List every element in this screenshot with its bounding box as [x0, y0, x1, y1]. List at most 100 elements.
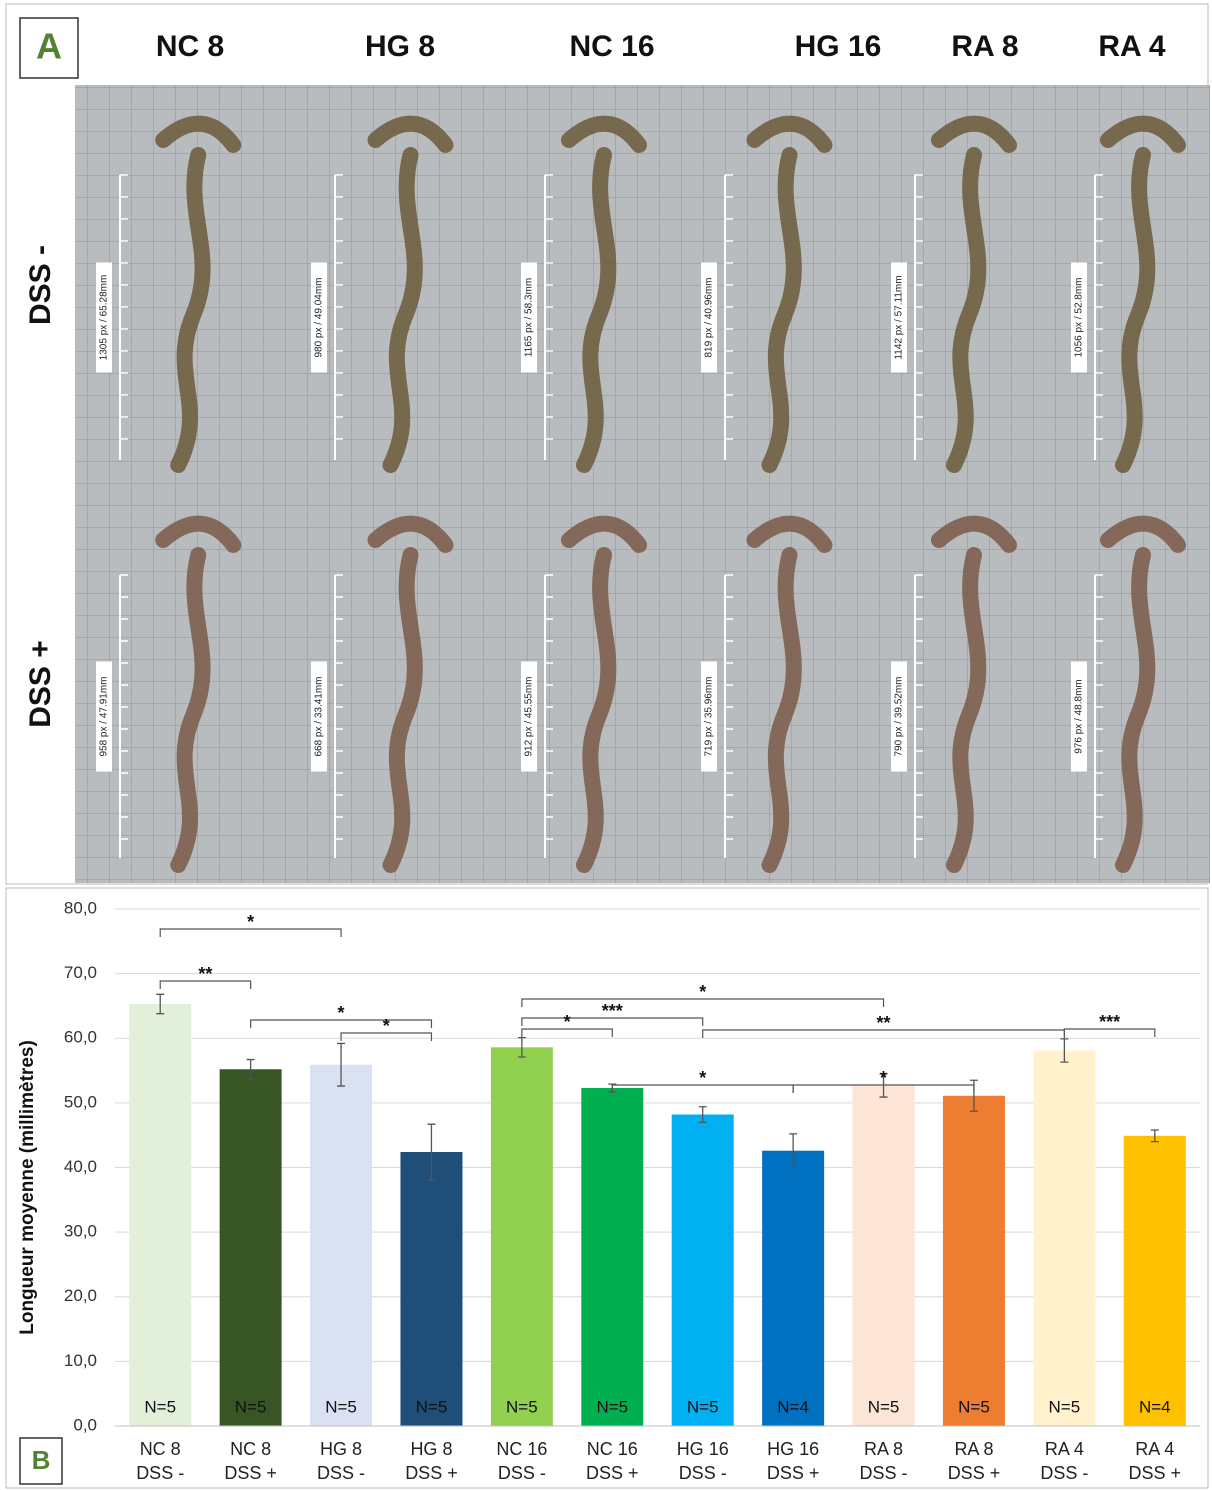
panel-label: A [36, 26, 62, 67]
specimen [746, 515, 833, 873]
significance-bracket [340, 1032, 433, 1041]
scale-label: 1056 px / 52.8mm [1074, 277, 1085, 357]
y-tick-label: 20,0 [64, 1286, 97, 1305]
y-tick-label: 60,0 [64, 1028, 97, 1047]
bar [581, 1088, 644, 1426]
bar [1123, 1135, 1186, 1426]
error-bar [1150, 1129, 1159, 1143]
significance-label: * [699, 982, 706, 1002]
panel-label: B [32, 1445, 51, 1475]
y-tick-label: 30,0 [64, 1222, 97, 1241]
scale-label-bg [701, 661, 717, 772]
x-tick-label: HG 16 [767, 1439, 819, 1459]
x-tick-label: DSS - [860, 1463, 908, 1483]
bar [490, 1047, 553, 1426]
bar [942, 1095, 1005, 1426]
panel-label-box [19, 1437, 63, 1485]
specimen [155, 515, 242, 873]
error-bar [337, 1042, 346, 1087]
bar [671, 1114, 734, 1426]
x-tick-label: RA 4 [1045, 1439, 1084, 1459]
n-label: N=5 [416, 1397, 448, 1416]
scale-label: 668 px / 33.41mm [314, 676, 325, 756]
y-tick-label: 40,0 [64, 1157, 97, 1176]
photos: NC 8 HG 8 NC 16 HG 16 RA 8 RA 4 DSS - 1305 px /… [24, 30, 1210, 883]
x-tick-label: DSS - [136, 1463, 184, 1483]
bar [219, 1069, 282, 1426]
specimen [367, 515, 454, 873]
row-header: DSS + [24, 640, 57, 728]
scale-label-bg [96, 661, 112, 772]
x-tick-label: DSS + [224, 1463, 277, 1483]
specimen [367, 115, 454, 473]
column-header: RA 8 [951, 30, 1018, 63]
x-tick-label: DSS + [948, 1463, 1001, 1483]
scale-label: 958 px / 47.91mm [99, 676, 110, 756]
significance-bracket [521, 998, 885, 1007]
n-label: N=5 [144, 1397, 176, 1416]
significance-bracket [521, 1028, 613, 1037]
column-header: RA 4 [1098, 30, 1166, 63]
specimen [155, 115, 242, 473]
error-bar [517, 1036, 526, 1058]
error-bar [427, 1123, 436, 1181]
bar [310, 1064, 373, 1426]
significance-label: ** [877, 1013, 891, 1033]
n-label: N=5 [687, 1397, 719, 1416]
x-tick-label: DSS - [317, 1463, 365, 1483]
scale-label-bg [891, 262, 907, 373]
specimen [561, 515, 647, 873]
bar [1033, 1050, 1096, 1426]
panel-label-box [19, 17, 79, 79]
error-bar [698, 1106, 707, 1123]
x-tick-label: DSS + [586, 1463, 639, 1483]
n-label: N=5 [506, 1397, 538, 1416]
significance-label: *** [1099, 1012, 1120, 1032]
y-tick-label: 70,0 [64, 963, 97, 982]
scale-label-bg [1071, 661, 1087, 772]
bar [400, 1151, 463, 1426]
n-label: N=5 [235, 1397, 267, 1416]
error-bar [156, 993, 165, 1015]
scale-label-bg [521, 661, 537, 772]
n-label: N=5 [958, 1397, 990, 1416]
scale-label: 1305 px / 65.28mm [99, 275, 110, 361]
specimen [746, 115, 833, 473]
scale-label: 790 px / 39.52mm [894, 676, 905, 756]
significance-label: ** [198, 964, 212, 984]
significance-bracket [521, 1017, 704, 1026]
specimen [561, 115, 647, 473]
x-tick-label: HG 16 [677, 1439, 729, 1459]
y-tick-label: 80,0 [64, 898, 97, 917]
significance-bracket [250, 1019, 433, 1028]
error-bar [789, 1133, 798, 1169]
x-tick-label: HG 8 [320, 1439, 362, 1459]
significance-bracket [159, 980, 252, 989]
x-tick-label: DSS + [767, 1463, 820, 1483]
scale-label-bg [96, 262, 112, 373]
scale-label: 976 px / 48.8mm [1074, 679, 1085, 753]
x-tick-label: DSS - [498, 1463, 546, 1483]
specimen [931, 115, 1017, 473]
scale-label: 719 px / 35.96mm [704, 676, 715, 756]
x-tick-label: NC 16 [496, 1439, 547, 1459]
bar [762, 1150, 825, 1426]
y-tick-label: 0,0 [73, 1415, 97, 1434]
scale-label-bg [891, 661, 907, 772]
scale-label-bg [701, 262, 717, 373]
significance-label: * [699, 1068, 706, 1088]
y-tick-label: 50,0 [64, 1092, 97, 1111]
error-bar [1060, 1038, 1069, 1063]
significance-label: * [564, 1012, 571, 1032]
x-tick-label: DSS + [1129, 1463, 1182, 1483]
y-axis-label: Longueur moyenne (millimètres) [17, 1040, 38, 1335]
n-label: N=4 [1139, 1397, 1171, 1416]
n-label: N=4 [777, 1397, 809, 1416]
scale-label-bg [311, 661, 327, 772]
significance-bracket [792, 1084, 975, 1093]
n-label: N=5 [1049, 1397, 1081, 1416]
x-tick-label: HG 8 [410, 1439, 452, 1459]
x-tick-label: NC 8 [230, 1439, 271, 1459]
specimen [1100, 115, 1186, 473]
